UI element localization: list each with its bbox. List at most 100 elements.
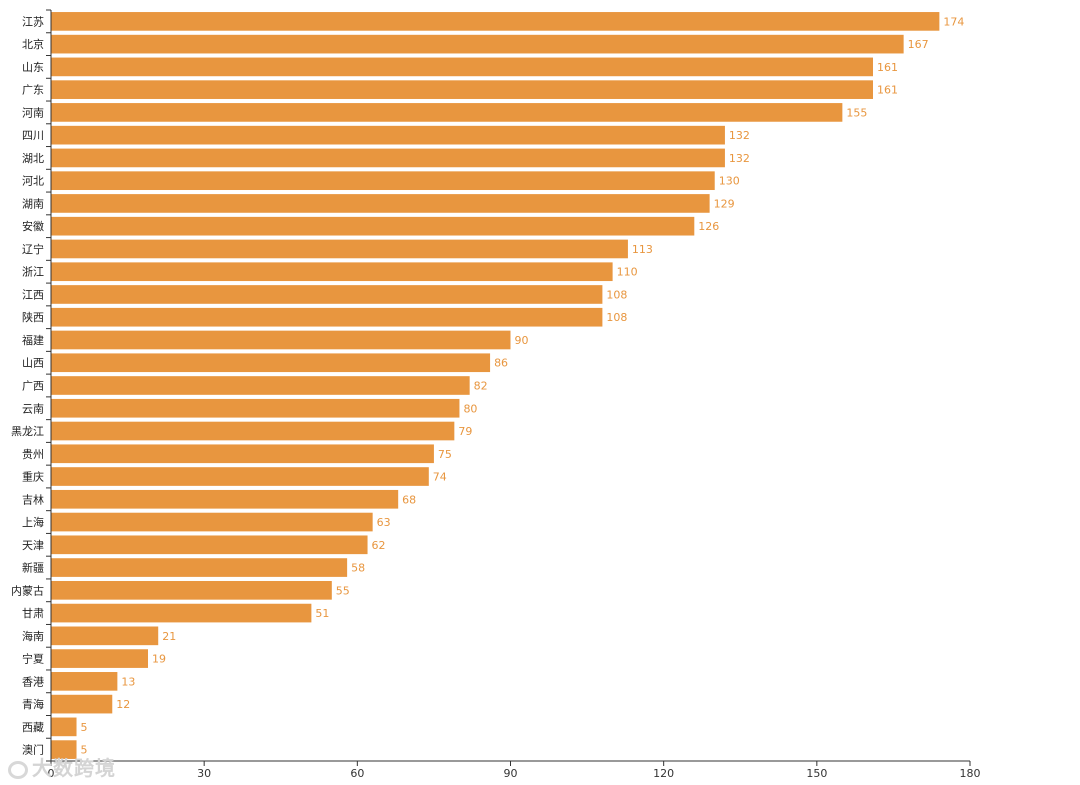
category-label: 黑龙江 — [11, 425, 44, 438]
bar — [51, 103, 843, 122]
category-label: 北京 — [22, 37, 44, 51]
value-label: 19 — [152, 653, 166, 666]
value-label: 161 — [877, 84, 898, 97]
bar — [51, 489, 399, 509]
category-label: 青海 — [22, 697, 44, 711]
bar — [51, 239, 628, 259]
value-label: 126 — [698, 220, 719, 233]
value-label: 74 — [433, 471, 447, 484]
category-label: 安徽 — [22, 219, 44, 233]
value-label: 174 — [943, 15, 964, 28]
watermark-text: 大数跨境 — [32, 756, 116, 780]
value-label: 155 — [846, 106, 867, 119]
bar — [51, 80, 873, 99]
bar — [51, 603, 312, 623]
bar — [51, 421, 455, 441]
bar — [51, 717, 77, 737]
value-labels: 174 167 161 161 155 132 132 130 129 126 113 110 108 1… — [81, 15, 965, 756]
value-label: 161 — [877, 61, 898, 74]
value-label: 79 — [458, 425, 472, 438]
bar — [51, 285, 603, 304]
bar — [51, 512, 373, 532]
value-label: 108 — [606, 288, 627, 301]
x-tick-label: 0 — [48, 767, 55, 780]
bar — [51, 171, 715, 191]
value-label: 86 — [494, 357, 508, 370]
category-label: 陕西 — [22, 310, 44, 324]
value-label: 108 — [606, 311, 627, 324]
value-label: 55 — [336, 584, 350, 597]
category-label: 广西 — [22, 380, 44, 393]
x-tick-label: 90 — [504, 767, 518, 780]
bar — [51, 148, 725, 168]
category-label: 浙江 — [22, 266, 44, 279]
category-label: 河北 — [22, 175, 44, 188]
bar — [51, 57, 873, 77]
bar — [51, 353, 491, 373]
value-label: 75 — [438, 448, 452, 461]
category-label: 海南 — [22, 629, 44, 643]
bar — [51, 467, 429, 486]
value-label: 51 — [315, 607, 329, 620]
category-label: 辽宁 — [22, 242, 44, 256]
category-label: 贵州 — [22, 448, 44, 461]
value-label: 5 — [81, 744, 88, 757]
category-label: 河南 — [22, 106, 44, 119]
x-tick-label: 30 — [197, 767, 211, 780]
category-labels: 江苏北京山东广东河南四川湖北河北湖南安徽辽宁浙江江西陕西福建山西广西云南黑龙江贵… — [11, 15, 44, 756]
value-label: 167 — [908, 38, 929, 51]
value-label: 113 — [632, 243, 653, 256]
bar — [51, 626, 159, 646]
category-label: 湖南 — [22, 197, 44, 210]
value-label: 110 — [617, 266, 638, 279]
category-label: 四川 — [22, 129, 44, 142]
bars-layer — [51, 12, 940, 759]
bar — [51, 34, 904, 54]
category-label: 天津 — [22, 539, 44, 552]
bar — [51, 262, 613, 282]
value-label: 130 — [719, 175, 740, 188]
bar — [51, 740, 77, 759]
bar — [51, 398, 460, 418]
bar — [51, 12, 940, 31]
bar — [51, 194, 710, 213]
bar — [51, 376, 470, 395]
x-tick-label: 180 — [960, 767, 981, 780]
category-label: 江西 — [22, 288, 44, 301]
axes: 0 30 60 90 120 150 180 — [46, 9, 981, 780]
category-label: 澳门 — [22, 743, 44, 757]
category-label: 江苏 — [22, 15, 44, 28]
bar — [51, 649, 149, 668]
bar — [51, 125, 725, 145]
value-label: 132 — [729, 129, 750, 142]
category-label: 湖北 — [22, 152, 44, 165]
category-label: 山西 — [22, 357, 44, 370]
value-label: 68 — [402, 493, 416, 506]
category-label: 内蒙古 — [11, 583, 44, 597]
value-label: 132 — [729, 152, 750, 165]
bar — [51, 444, 434, 464]
x-tick-label: 60 — [350, 767, 364, 780]
bar — [51, 535, 368, 555]
value-label: 129 — [714, 197, 735, 210]
value-label: 13 — [121, 675, 135, 688]
bar — [51, 216, 695, 236]
watermark: 大数跨境 — [8, 752, 116, 781]
category-label: 广东 — [22, 84, 44, 97]
bar — [51, 694, 113, 714]
category-label: 云南 — [22, 402, 44, 415]
category-label: 宁夏 — [22, 652, 44, 666]
watermark-logo-icon — [8, 760, 28, 779]
value-label: 62 — [372, 539, 386, 552]
bar — [51, 307, 603, 327]
category-label: 重庆 — [22, 470, 44, 484]
category-label: 甘肃 — [22, 607, 44, 620]
x-tick-label: 150 — [806, 767, 827, 780]
x-tick-label: 120 — [653, 767, 674, 780]
value-label: 80 — [463, 402, 477, 415]
value-label: 21 — [162, 630, 176, 643]
value-label: 58 — [351, 562, 365, 575]
value-label: 82 — [474, 380, 488, 393]
bar — [51, 672, 118, 691]
